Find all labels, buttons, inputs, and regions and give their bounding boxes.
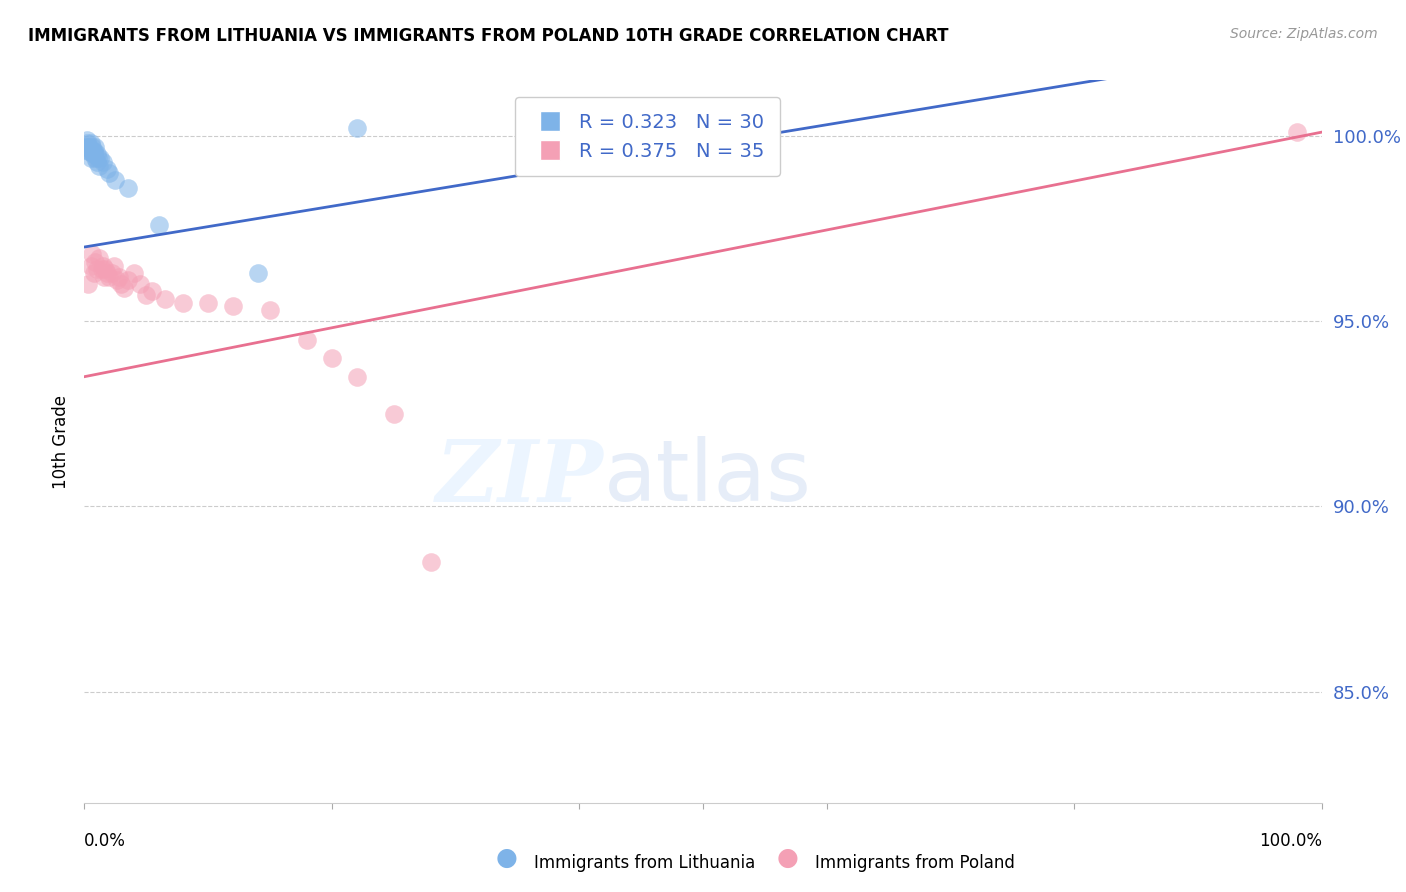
Point (80, 144, 103, 158)
Point (98, 269, 121, 284)
Text: IMMIGRANTS FROM LITHUANIA VS IMMIGRANTS FROM POLAND 10TH GRADE CORRELATION CHART: IMMIGRANTS FROM LITHUANIA VS IMMIGRANTS … (28, 27, 949, 45)
Point (112, 281, 135, 295)
Point (76, 132, 98, 146)
Point (96, 266, 118, 280)
Point (98, 166, 121, 180)
Point (153, 292, 176, 306)
Point (79, 259, 101, 273)
Point (80, 140, 103, 154)
Point (86, 147, 108, 161)
Point (89, 151, 111, 165)
Point (122, 266, 145, 280)
Point (197, 295, 219, 310)
Point (77, 140, 100, 154)
Point (104, 173, 127, 187)
Point (86, 262, 108, 277)
Text: atlas: atlas (605, 436, 813, 519)
Point (84, 140, 107, 154)
Point (419, 555, 441, 569)
Point (222, 299, 245, 313)
Point (80, 247, 103, 261)
Point (77, 144, 100, 158)
Point (295, 333, 318, 347)
Point (82, 147, 104, 161)
Point (75, 140, 97, 154)
Text: 0.0%: 0.0% (84, 831, 127, 850)
Point (89, 159, 111, 173)
Point (103, 259, 125, 273)
Point (321, 351, 343, 366)
Point (76, 136, 98, 151)
Text: Immigrants from Lithuania: Immigrants from Lithuania (534, 855, 755, 872)
Point (94, 262, 117, 277)
Point (84, 255, 107, 269)
Point (346, 369, 368, 384)
Legend: R = 0.323   N = 30, R = 0.375   N = 35: R = 0.323 N = 30, R = 0.375 N = 35 (515, 97, 780, 176)
Point (117, 273, 139, 287)
Point (87, 151, 110, 165)
Text: ●: ● (495, 846, 517, 870)
Point (79, 151, 101, 165)
Point (89, 251, 111, 265)
Point (96, 162, 118, 177)
Point (129, 277, 152, 291)
Point (90, 262, 112, 277)
Point (135, 288, 157, 302)
Point (82, 144, 104, 158)
Y-axis label: 10th Grade: 10th Grade (52, 394, 70, 489)
Point (93, 269, 115, 284)
Point (86, 154, 108, 169)
Text: ●: ● (776, 846, 799, 870)
Point (148, 218, 170, 232)
Point (105, 273, 128, 287)
Point (346, 121, 368, 136)
Point (117, 180, 139, 194)
Text: Source: ZipAtlas.com: Source: ZipAtlas.com (1230, 27, 1378, 41)
Point (108, 269, 131, 284)
Point (79, 140, 101, 154)
Text: ZIP: ZIP (436, 436, 605, 519)
Point (91, 259, 114, 273)
Point (83, 147, 105, 161)
Point (91, 154, 114, 169)
Text: 100.0%: 100.0% (1258, 831, 1322, 850)
Point (382, 407, 405, 421)
Point (141, 285, 163, 299)
Point (1285, 125, 1308, 139)
Point (79, 144, 101, 158)
Text: Immigrants from Poland: Immigrants from Poland (815, 855, 1015, 872)
Point (84, 151, 107, 165)
Point (83, 266, 105, 280)
Point (246, 266, 269, 280)
Point (77, 277, 100, 291)
Point (100, 266, 122, 280)
Point (172, 295, 194, 310)
Point (259, 303, 281, 318)
Point (110, 277, 132, 291)
Point (83, 144, 105, 158)
Point (79, 136, 101, 151)
